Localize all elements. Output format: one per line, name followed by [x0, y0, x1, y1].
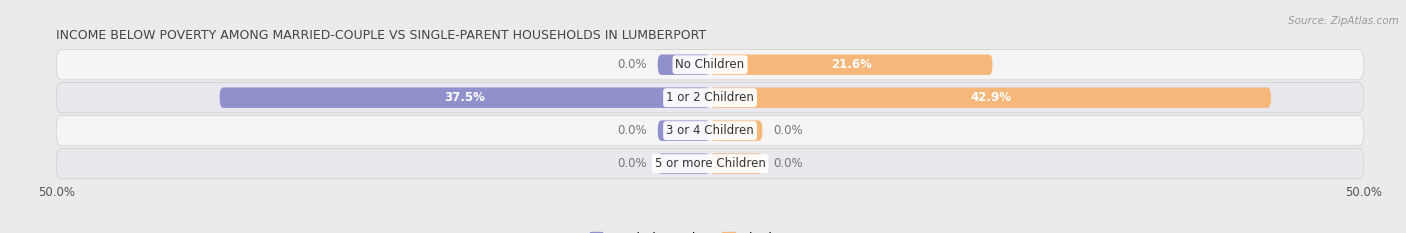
FancyBboxPatch shape — [710, 55, 993, 75]
FancyBboxPatch shape — [710, 87, 1271, 108]
Text: No Children: No Children — [675, 58, 745, 71]
Text: INCOME BELOW POVERTY AMONG MARRIED-COUPLE VS SINGLE-PARENT HOUSEHOLDS IN LUMBERP: INCOME BELOW POVERTY AMONG MARRIED-COUPL… — [56, 29, 706, 42]
Text: 37.5%: 37.5% — [444, 91, 485, 104]
Text: 0.0%: 0.0% — [617, 157, 647, 170]
Text: 42.9%: 42.9% — [970, 91, 1011, 104]
FancyBboxPatch shape — [56, 82, 1364, 113]
FancyBboxPatch shape — [219, 87, 710, 108]
FancyBboxPatch shape — [710, 120, 762, 141]
Legend: Married Couples, Single Parents: Married Couples, Single Parents — [585, 227, 835, 233]
Text: 3 or 4 Children: 3 or 4 Children — [666, 124, 754, 137]
Text: 0.0%: 0.0% — [617, 124, 647, 137]
FancyBboxPatch shape — [56, 148, 1364, 179]
Text: 21.6%: 21.6% — [831, 58, 872, 71]
FancyBboxPatch shape — [710, 153, 762, 174]
Text: 1 or 2 Children: 1 or 2 Children — [666, 91, 754, 104]
FancyBboxPatch shape — [56, 116, 1364, 146]
Text: 0.0%: 0.0% — [617, 58, 647, 71]
FancyBboxPatch shape — [658, 120, 710, 141]
FancyBboxPatch shape — [658, 55, 710, 75]
FancyBboxPatch shape — [658, 153, 710, 174]
Text: 0.0%: 0.0% — [773, 157, 803, 170]
Text: 0.0%: 0.0% — [773, 124, 803, 137]
Text: 5 or more Children: 5 or more Children — [655, 157, 765, 170]
FancyBboxPatch shape — [56, 50, 1364, 80]
Text: Source: ZipAtlas.com: Source: ZipAtlas.com — [1288, 16, 1399, 26]
